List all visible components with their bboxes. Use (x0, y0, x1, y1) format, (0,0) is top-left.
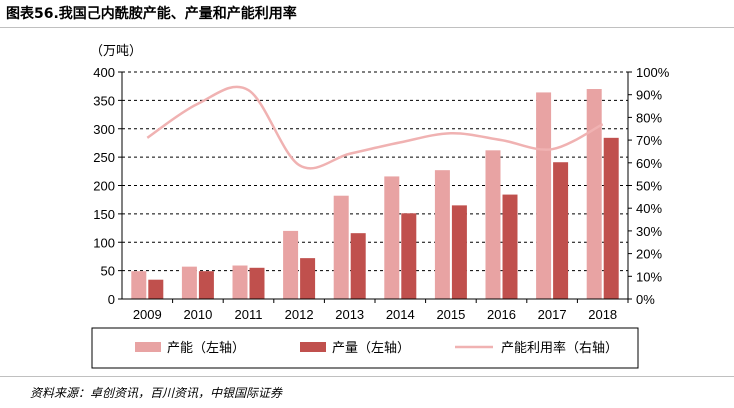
legend-box (91, 327, 639, 369)
x-tick-label: 2015 (436, 307, 465, 322)
output-bar (198, 271, 214, 299)
output-bar (603, 137, 619, 299)
x-tick-label: 2016 (487, 307, 516, 322)
x-tick-label: 2018 (588, 307, 617, 322)
right-tick-label: 10% (636, 269, 662, 284)
x-tick-label: 2012 (285, 307, 314, 322)
output-bar (249, 267, 265, 299)
utilization-line (146, 85, 604, 170)
legend-capacity-swatch (135, 342, 161, 352)
capacity-bar (131, 271, 147, 299)
x-tick-label: 2013 (335, 307, 364, 322)
x-tick-label: 2010 (183, 307, 212, 322)
legend-output-swatch (300, 342, 326, 352)
axes-group: 0 50 100 150 200 250 300 350 400 0% 10% 20% 30% 40% 50… (93, 65, 669, 322)
left-tick-label: 300 (93, 122, 115, 137)
capacity-bar (232, 265, 248, 299)
capacity-bar (434, 170, 450, 299)
legend-capacity-label: 产能（左轴） (167, 341, 245, 356)
output-bar (300, 258, 316, 299)
grid-lines (122, 71, 628, 272)
left-tick-label: 350 (93, 93, 115, 108)
capacity-bar (536, 92, 552, 300)
right-tick-label: 40% (636, 201, 662, 216)
footer-divider (0, 376, 734, 377)
capacity-bar (485, 150, 501, 299)
left-tick-label: 400 (93, 65, 115, 80)
capacity-bar (586, 89, 602, 300)
left-tick-label: 200 (93, 179, 115, 194)
right-tick-label: 70% (636, 133, 662, 148)
capacity-bar (384, 176, 400, 299)
x-tick-label: 2014 (386, 307, 415, 322)
title-divider (0, 27, 734, 28)
right-tick-label: 50% (636, 179, 662, 194)
left-tick-label: 150 (93, 207, 115, 222)
right-tick-label: 0% (636, 292, 655, 307)
left-tick-label: 100 (93, 235, 115, 250)
right-tick-label: 30% (636, 224, 662, 239)
capacity-bar (283, 230, 299, 299)
right-tick-label: 100% (636, 65, 670, 80)
left-tick-label: 0 (108, 292, 115, 307)
output-bar (401, 213, 417, 299)
left-tick-label: 250 (93, 150, 115, 165)
bars-group (131, 89, 619, 300)
capacity-bar (181, 266, 197, 299)
legend-output-label: 产量（左轴） (332, 341, 410, 356)
output-bar (502, 194, 518, 299)
legend-group: 产能（左轴） 产量（左轴） 产能利用率（右轴） (91, 327, 639, 369)
left-axis-unit: （万吨） (90, 44, 143, 59)
left-tick-label: 50 (101, 264, 115, 279)
capacity-bar (333, 195, 349, 299)
utilization-line-group (146, 85, 604, 170)
output-bar (350, 233, 366, 299)
right-tick-label: 90% (636, 88, 662, 103)
output-bar (451, 205, 467, 299)
chart-title: 图表56.我国己内酰胺产能、产量和产能利用率 (6, 6, 297, 22)
x-tick-label: 2009 (133, 307, 162, 322)
x-tick-label: 2011 (235, 307, 263, 322)
right-tick-label: 60% (636, 156, 662, 171)
legend-utilization-label: 产能利用率（右轴） (501, 340, 618, 356)
right-tick-label: 20% (636, 247, 662, 262)
output-bar (553, 162, 569, 299)
source-note: 资料来源：卓创资讯，百川资讯，中银国际证券 (30, 386, 283, 400)
right-tick-label: 80% (636, 110, 662, 125)
output-bar (148, 279, 164, 299)
x-tick-label: 2017 (538, 307, 567, 322)
